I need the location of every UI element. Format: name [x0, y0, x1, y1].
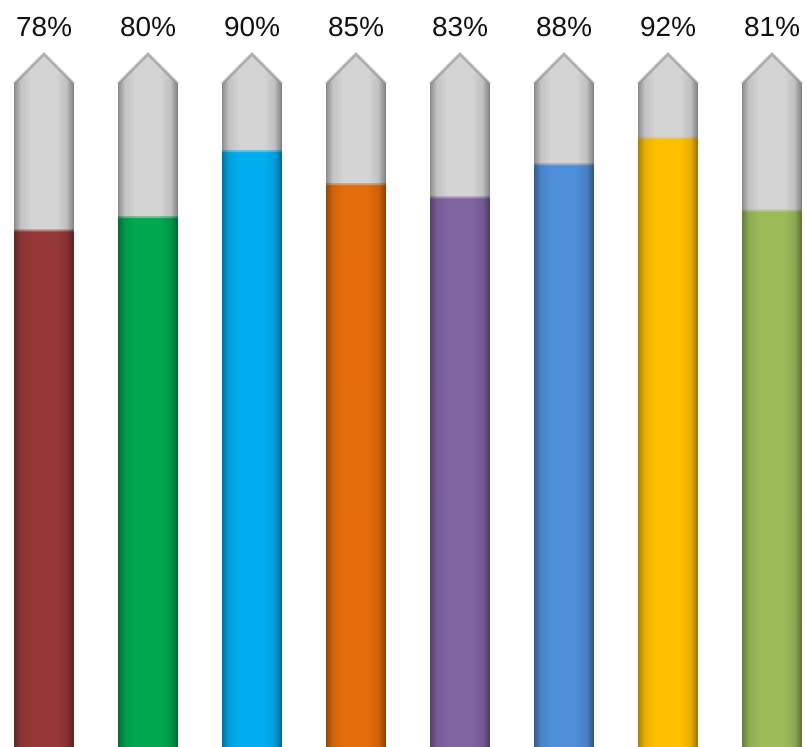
- bar-shading: [118, 54, 178, 747]
- bar-tip-edge: [324, 51, 388, 86]
- bar-value-label: 88%: [536, 11, 592, 42]
- bar-column-7: [636, 51, 700, 747]
- bar-column-2: [116, 51, 180, 747]
- bar-value-label: 80%: [120, 11, 176, 42]
- bar-tip-edge: [116, 51, 180, 86]
- percent-labels: 78% 80% 90% 85% 83% 88% 92% 81%: [16, 11, 800, 42]
- bar-column-3: [220, 51, 284, 747]
- bar-shading: [534, 54, 594, 747]
- bar-columns: [12, 51, 804, 747]
- bar-column-8: [740, 51, 804, 747]
- bar-tip-edge: [532, 51, 596, 86]
- bar-column-1: [12, 51, 76, 747]
- bar-tip-edge: [428, 51, 492, 86]
- bar-tip-edge: [740, 51, 804, 86]
- bar-tip-edge: [220, 51, 284, 86]
- bar-value-label: 92%: [640, 11, 696, 42]
- bar-column-5: [428, 51, 492, 747]
- bar-shading: [430, 54, 490, 747]
- bar-shading: [326, 54, 386, 747]
- bar-shading: [14, 54, 74, 747]
- bar-value-label: 78%: [16, 11, 72, 42]
- bar-value-label: 81%: [744, 11, 800, 42]
- bar-shading: [638, 54, 698, 747]
- bar-value-label: 85%: [328, 11, 384, 42]
- bar-shading: [222, 54, 282, 747]
- bar-column-4: [324, 51, 388, 747]
- bar-value-label: 90%: [224, 11, 280, 42]
- bar-value-label: 83%: [432, 11, 488, 42]
- bar-tip-edge: [12, 51, 76, 86]
- bar-column-6: [532, 51, 596, 747]
- bar-shading: [742, 54, 802, 747]
- bar-tip-edge: [636, 51, 700, 86]
